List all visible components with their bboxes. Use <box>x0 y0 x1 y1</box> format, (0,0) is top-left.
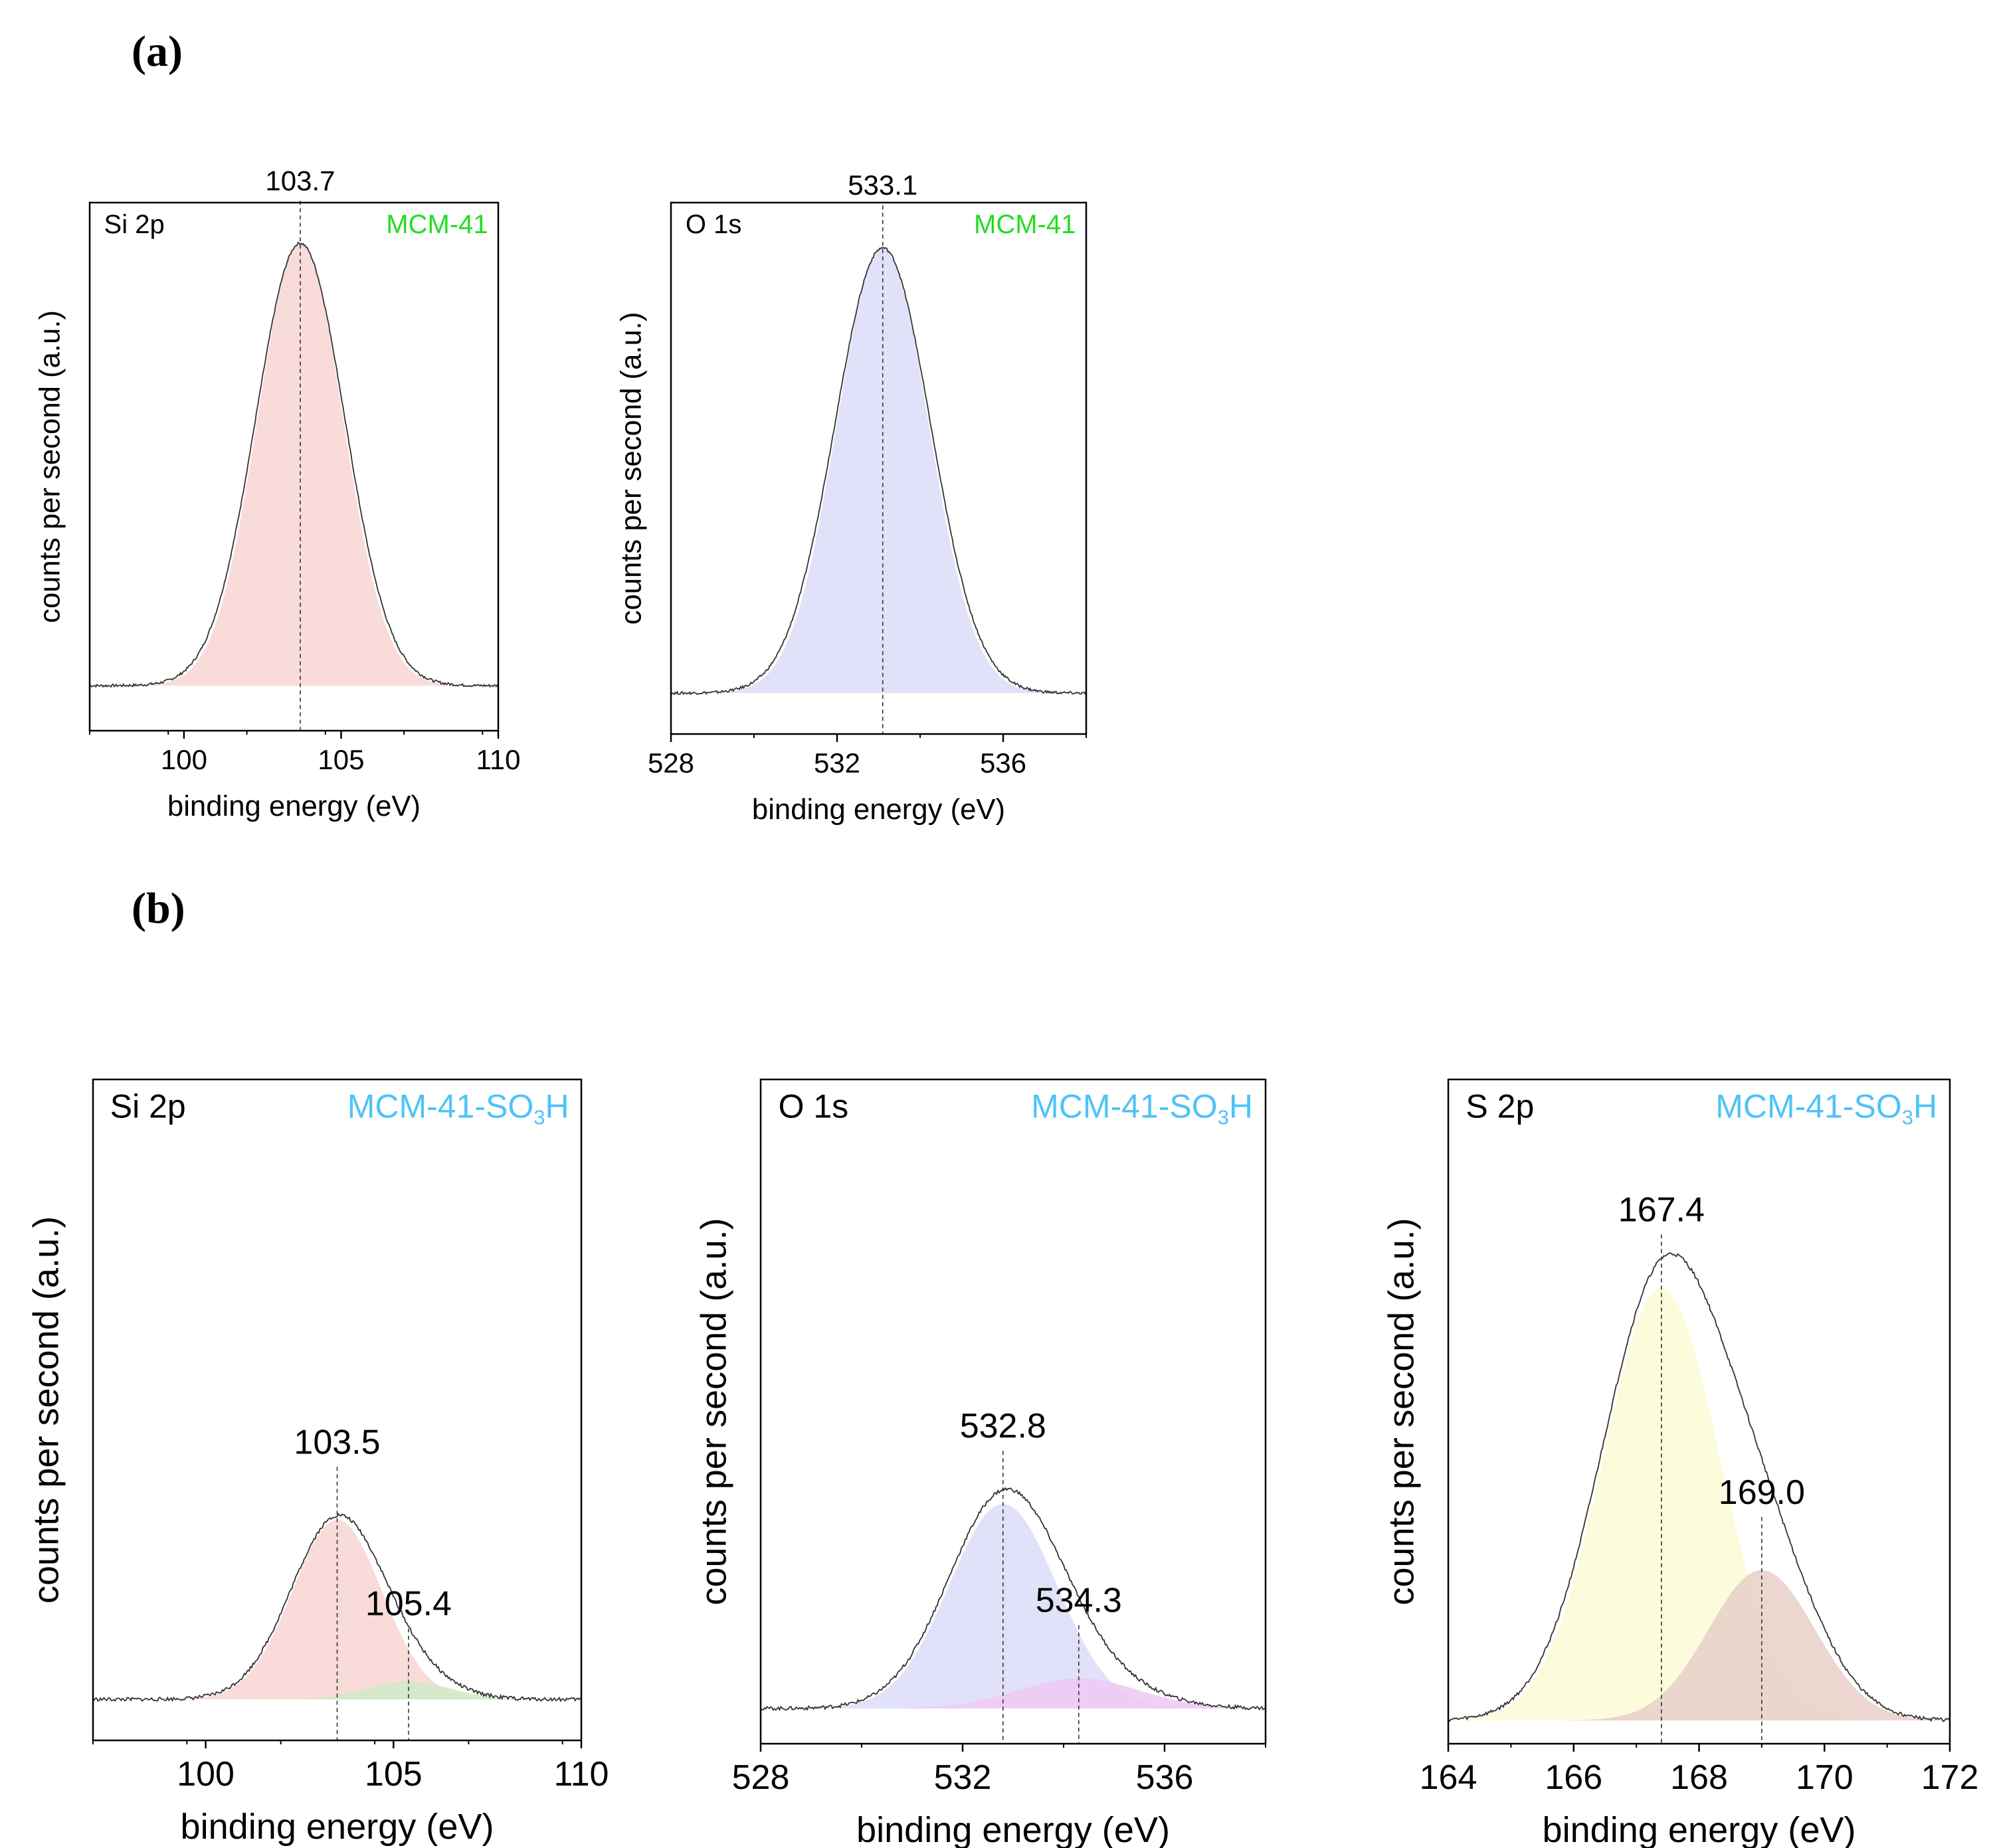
chart-a-si: 103.7 100 105 110 binding energy (eV) counts … <box>34 165 521 822</box>
peak-component-a-o-0 <box>671 248 1086 693</box>
y-axis-label-b-s: counts per second (a.u.) <box>1382 1218 1422 1605</box>
peak-component-b-s-0 <box>1448 1287 1950 1720</box>
panel-label-b: (b) <box>132 884 185 933</box>
sample-name-a-o: MCM-41 <box>974 210 1076 239</box>
peak-label-a-o-0: 533.1 <box>848 169 917 201</box>
peak-component-b-o-1 <box>761 1678 1266 1709</box>
peak-component-b-si-1 <box>93 1681 581 1700</box>
spectrum-title-b-o: O 1s <box>779 1088 849 1125</box>
sample-name-b-si: MCM-41-SO3H <box>347 1088 569 1129</box>
chart-a-o: 533.1 528 532 536 binding energy (eV) counts … <box>615 169 1088 826</box>
x-tick-label-a-o-0: 528 <box>648 747 694 779</box>
peak-label-b-o-0: 532.8 <box>960 1407 1046 1445</box>
peak-component-a-si-0 <box>90 243 498 686</box>
envelope-line-a-si <box>90 241 498 688</box>
chart-b-s: 167.4 169.0 164 166 168 170 172 binding energy … <box>1382 1078 1979 1848</box>
y-axis-label-b-si: counts per second (a.u.) <box>27 1216 66 1604</box>
x-axis-label-b-si: binding energy (eV) <box>181 1807 494 1847</box>
x-tick-label-a-si-1: 105 <box>318 744 364 775</box>
y-axis-label-a-si: counts per second (a.u.) <box>34 310 66 623</box>
x-tick-label-b-si-0: 100 <box>177 1755 235 1794</box>
x-tick-label-a-o-1: 532 <box>814 747 860 779</box>
x-tick-label-b-o-1: 532 <box>934 1758 992 1797</box>
spectrum-title-a-o: O 1s <box>686 210 741 239</box>
sample-name-b-s: MCM-41-SO3H <box>1715 1088 1937 1129</box>
chart-b-o: 532.8 534.3 528 532 536 binding energy (eV) co… <box>694 1078 1267 1848</box>
plot-frame-b-o <box>759 1078 1267 1745</box>
x-axis-label-a-si: binding energy (eV) <box>167 790 421 822</box>
x-axis-label-b-o: binding energy (eV) <box>856 1810 1170 1848</box>
x-tick-label-b-si-2: 110 <box>554 1755 609 1794</box>
y-axis-label-a-o: counts per second (a.u.) <box>615 312 648 625</box>
plot-frame-a-si <box>88 201 500 732</box>
x-tick-label-b-s-4: 172 <box>1921 1758 1979 1797</box>
peak-label-b-o-1: 534.3 <box>1036 1582 1122 1620</box>
peak-component-b-s-1 <box>1448 1570 1950 1720</box>
x-tick-label-b-o-0: 528 <box>732 1758 790 1797</box>
x-tick-label-b-s-0: 164 <box>1420 1758 1477 1797</box>
spectrum-title-a-si: Si 2p <box>104 210 165 239</box>
envelope-line-b-s <box>1448 1252 1950 1722</box>
peak-label-b-s-1: 169.0 <box>1719 1473 1805 1512</box>
x-tick-label-b-s-3: 170 <box>1796 1758 1854 1797</box>
peak-label-b-si-0: 103.5 <box>294 1424 380 1462</box>
chart-b-si: 103.5 105.4 100 105 110 binding energy (eV) co… <box>27 1078 609 1847</box>
x-tick-label-b-si-1: 105 <box>365 1755 423 1794</box>
sample-name-b-o: MCM-41-SO3H <box>1031 1088 1253 1129</box>
x-axis-label-a-o: binding energy (eV) <box>752 793 1005 826</box>
plot-frame-b-si <box>92 1078 583 1742</box>
sample-name-a-si: MCM-41 <box>386 210 488 239</box>
peak-label-b-si-1: 105.4 <box>365 1585 452 1623</box>
x-tick-label-b-s-1: 166 <box>1545 1758 1602 1797</box>
x-tick-label-a-o-2: 536 <box>980 747 1026 779</box>
x-tick-label-b-s-2: 168 <box>1670 1758 1728 1797</box>
panel-label-a: (a) <box>132 27 183 76</box>
spectrum-title-b-si: Si 2p <box>110 1088 186 1125</box>
peak-component-b-o-0 <box>761 1504 1266 1709</box>
x-tick-label-a-si-0: 100 <box>161 744 207 775</box>
y-axis-label-b-o: counts per second (a.u.) <box>694 1218 734 1605</box>
x-tick-label-b-o-2: 536 <box>1136 1758 1194 1797</box>
envelope-line-b-o <box>761 1487 1266 1712</box>
peak-label-b-s-0: 167.4 <box>1618 1190 1705 1229</box>
x-axis-label-b-s: binding energy (eV) <box>1543 1810 1856 1848</box>
spectrum-title-b-s: S 2p <box>1466 1088 1534 1125</box>
envelope-line-a-o <box>671 246 1086 695</box>
plot-frame-a-o <box>670 201 1088 735</box>
x-tick-label-a-si-2: 110 <box>476 744 521 775</box>
peak-label-a-si-0: 103.7 <box>265 165 335 197</box>
envelope-line-b-si <box>93 1513 581 1703</box>
